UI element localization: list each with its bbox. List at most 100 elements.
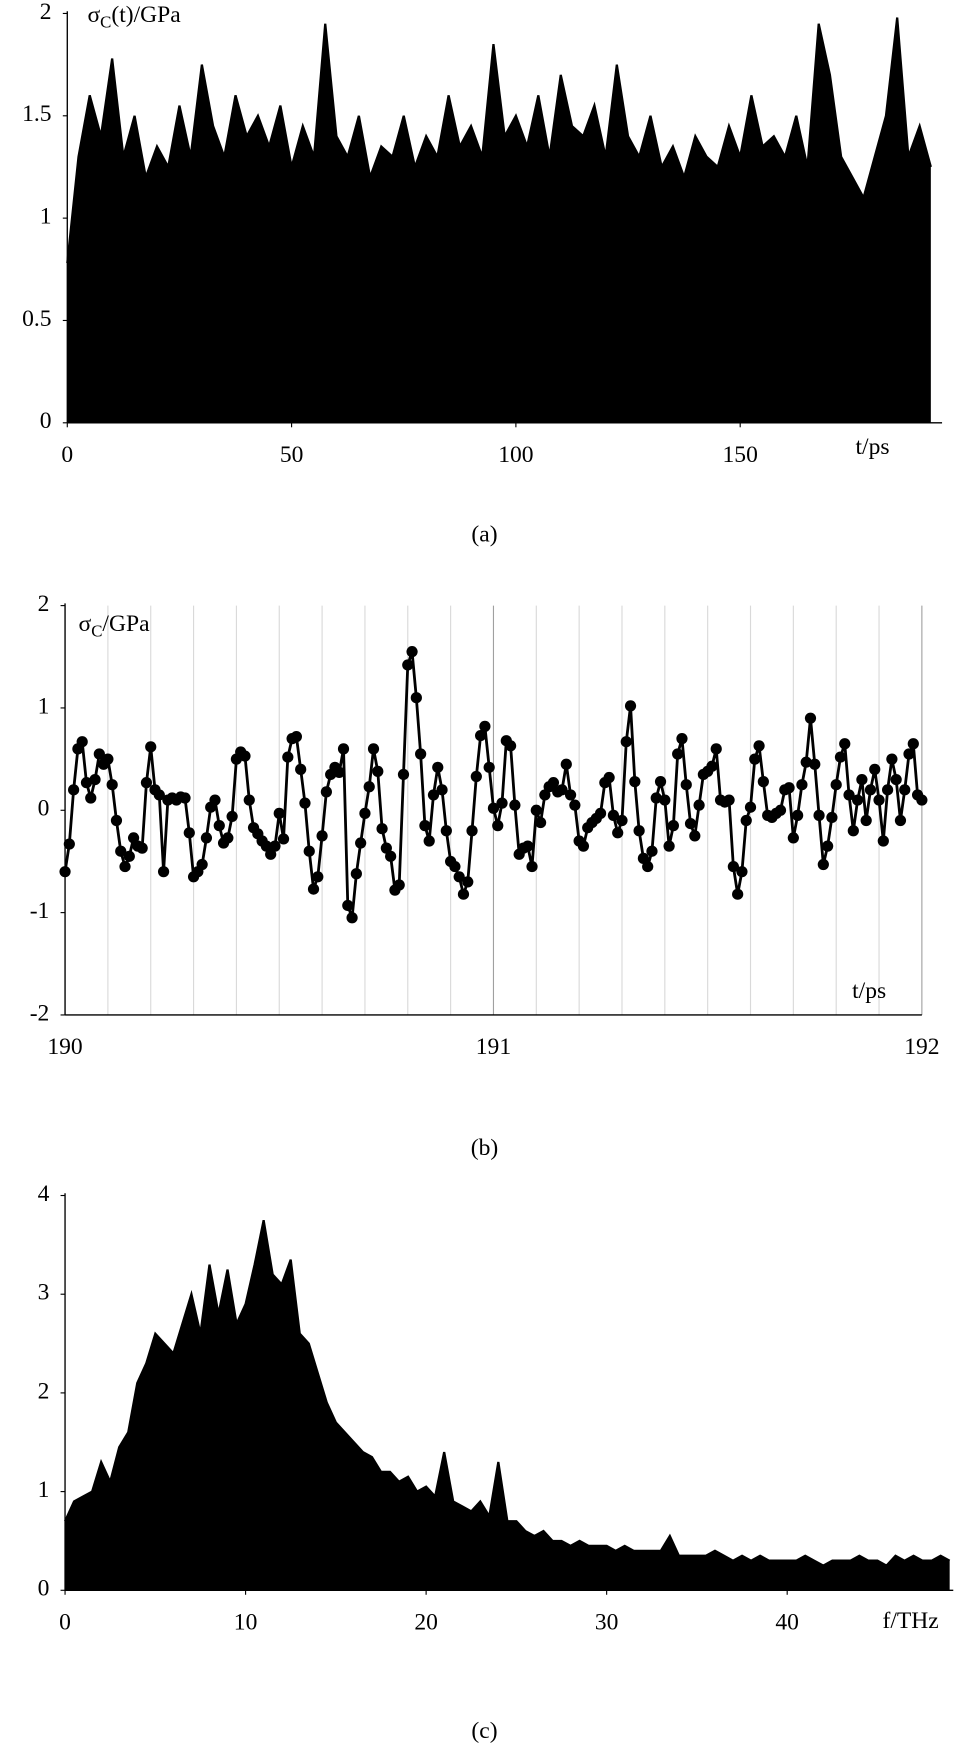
data-point <box>93 748 105 760</box>
data-point <box>509 799 521 811</box>
x-tick-label: 0 <box>61 442 73 468</box>
data-point <box>372 765 384 778</box>
data-point <box>654 776 667 788</box>
data-point <box>753 740 765 752</box>
data-point <box>822 840 834 852</box>
data-point <box>594 807 607 819</box>
data-point <box>903 748 915 760</box>
data-point <box>727 860 739 873</box>
data-point <box>337 743 350 755</box>
y-tick-label: 2 <box>38 591 50 617</box>
y-tick-label: 2 <box>40 0 52 25</box>
data-point <box>860 814 872 827</box>
data-point <box>680 779 692 791</box>
data-point <box>376 823 388 835</box>
data-point <box>350 868 362 880</box>
data-point <box>504 740 517 752</box>
signal-line <box>66 17 932 264</box>
data-point <box>890 773 902 786</box>
y-tick-label: 1 <box>40 204 52 230</box>
data-point <box>547 777 560 789</box>
data-point <box>620 736 632 748</box>
x-tick-label: 191 <box>476 1034 511 1060</box>
data-point <box>470 770 482 783</box>
data-point <box>222 832 234 844</box>
data-point <box>196 858 208 871</box>
data-point <box>706 760 718 772</box>
data-point <box>684 817 697 830</box>
panel: 0 50 100 150 0 0.5 1 1.5 2 t/ps σC(t)/GPa (a) <box>22 0 943 547</box>
data-point <box>402 659 414 671</box>
x-axis-label: f/THz <box>883 1608 939 1634</box>
x-tick-label: 10 <box>234 1609 258 1635</box>
y-tick-label: 1 <box>38 1477 50 1503</box>
data-point <box>419 820 431 832</box>
data-point <box>642 860 654 873</box>
x-tick-label: 40 <box>775 1609 799 1635</box>
area-fill <box>67 17 931 423</box>
y-label-subscript: C <box>100 12 111 31</box>
data-point <box>295 763 307 775</box>
data-point <box>457 888 470 900</box>
data-point <box>153 789 165 801</box>
data-point <box>333 766 345 779</box>
data-point <box>367 743 380 755</box>
data-point <box>68 784 80 796</box>
data-point <box>577 840 590 852</box>
data-point <box>290 730 302 743</box>
data-point <box>436 784 448 796</box>
data-point <box>106 779 118 791</box>
data-point <box>303 845 315 857</box>
data-point <box>397 768 410 781</box>
data-point <box>886 753 898 765</box>
data-point <box>629 776 641 788</box>
data-point <box>710 743 722 755</box>
data-point <box>564 789 577 801</box>
data-point <box>115 845 127 857</box>
data-point <box>736 866 748 878</box>
data-point <box>723 794 735 806</box>
data-point <box>672 748 684 760</box>
data-point <box>406 646 418 658</box>
data-point <box>732 888 744 900</box>
data-point <box>774 804 787 816</box>
data-point <box>847 825 859 837</box>
data-point <box>453 871 465 883</box>
y-tick-label: 1.5 <box>22 101 51 127</box>
data-point <box>894 814 907 827</box>
area-fill <box>65 1220 950 1591</box>
data-point <box>179 792 191 804</box>
data-point <box>830 779 842 791</box>
x-tick-label: 190 <box>47 1034 82 1060</box>
data-point <box>76 736 88 748</box>
data-point <box>462 876 474 888</box>
data-point <box>804 712 817 724</box>
data-point <box>843 789 855 801</box>
data-point <box>273 807 285 819</box>
data-point <box>427 789 440 801</box>
data-point <box>355 837 367 849</box>
data-point <box>744 801 757 813</box>
y-tick-label: 1 <box>38 693 50 719</box>
y-label-symbol: σ <box>87 2 100 28</box>
data-point <box>385 850 397 862</box>
data-point <box>346 912 358 924</box>
data-point <box>312 871 324 883</box>
data-point <box>145 741 157 753</box>
data-point <box>616 814 628 827</box>
x-tick-label: 30 <box>595 1609 619 1635</box>
data-point <box>834 751 847 763</box>
data-point <box>492 820 504 832</box>
y-tick-label: 2 <box>38 1378 50 1404</box>
data-point <box>359 807 371 819</box>
data-point <box>479 720 491 732</box>
data-point <box>633 825 645 837</box>
data-point <box>787 832 799 844</box>
data-point <box>123 850 135 862</box>
data-point <box>813 809 825 822</box>
data-point <box>873 794 885 806</box>
data-point <box>676 733 688 745</box>
data-point <box>320 786 332 798</box>
data-point <box>522 840 534 852</box>
